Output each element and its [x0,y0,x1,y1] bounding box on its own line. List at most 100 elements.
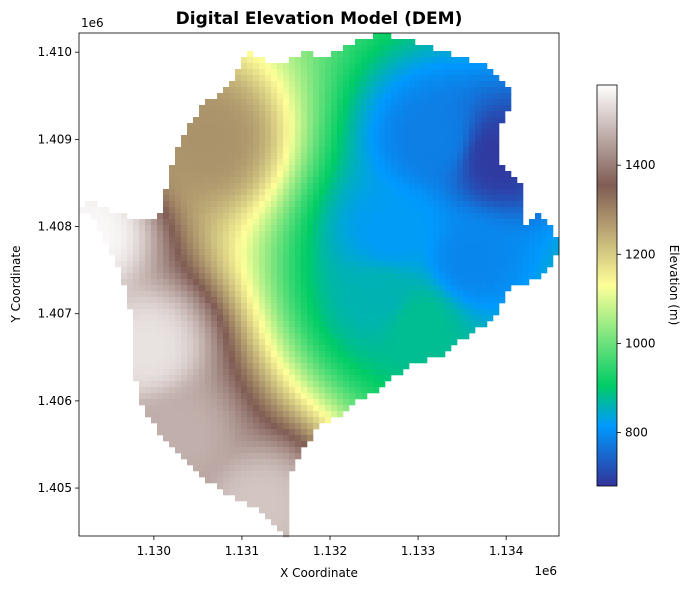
dem-cell [337,267,344,274]
dem-cell [139,225,146,232]
dem-cell [169,345,176,352]
dem-cell [439,147,446,154]
dem-cell [253,339,260,346]
dem-cell [157,417,164,424]
dem-cell [487,297,494,304]
dem-cell [229,345,236,352]
dem-cell [379,99,386,106]
dem-cell [277,255,284,262]
dem-cell [355,363,362,370]
dem-cell [217,351,224,358]
dem-cell [373,45,380,52]
dem-cell [421,285,428,292]
dem-cell [301,147,308,154]
dem-cell [427,201,434,208]
dem-cell [301,291,308,298]
dem-cell [277,303,284,310]
dem-cell [523,231,530,238]
dem-cell [499,201,506,208]
dem-cell [517,207,524,214]
dem-cell [337,357,344,364]
dem-cell [397,123,404,130]
dem-cell [235,351,242,358]
dem-cell [277,405,284,412]
dem-cell [337,117,344,124]
dem-cell [241,135,248,142]
dem-cell [283,519,290,526]
dem-cell [319,297,326,304]
dem-cell [289,387,296,394]
dem-cell [481,285,488,292]
dem-cell [343,165,350,172]
dem-cell [253,393,260,400]
dem-cell [223,141,230,148]
dem-cell [475,165,482,172]
dem-cell [217,369,224,376]
dem-cell [289,195,296,202]
dem-cell [475,219,482,226]
dem-cell [199,363,206,370]
dem-cell [271,267,278,274]
dem-cell [259,201,266,208]
dem-cell [523,249,530,256]
dem-cell [391,273,398,280]
dem-cell [229,363,236,370]
dem-cell [295,153,302,160]
dem-cell [265,423,272,430]
dem-cell [139,345,146,352]
dem-cell [271,387,278,394]
dem-cell [247,51,254,58]
dem-cell [451,309,458,316]
dem-cell [265,75,272,82]
dem-cell [229,87,236,94]
dem-cell [283,351,290,358]
dem-cell [361,99,368,106]
dem-cell [247,213,254,220]
dem-cell [265,165,272,172]
dem-cell [421,207,428,214]
dem-cell [247,207,254,214]
dem-cell [187,153,194,160]
dem-cell [283,135,290,142]
dem-cell [265,351,272,358]
dem-cell [133,267,140,274]
dem-cell [487,231,494,238]
dem-cell [193,189,200,196]
dem-cell [493,225,500,232]
dem-cell [277,81,284,88]
dem-cell [301,249,308,256]
dem-cell [397,213,404,220]
dem-cell [349,255,356,262]
dem-cell [331,345,338,352]
dem-cell [475,231,482,238]
dem-cell [295,219,302,226]
dem-cell [439,255,446,262]
dem-cell [391,315,398,322]
dem-cell [277,69,284,76]
dem-cell [445,147,452,154]
dem-cell [499,213,506,220]
dem-cell [229,261,236,268]
dem-cell [493,111,500,118]
dem-cell [199,105,206,112]
dem-cell [259,351,266,358]
dem-cell [325,351,332,358]
dem-cell [145,231,152,238]
dem-cell [271,135,278,142]
dem-cell [361,117,368,124]
dem-cell [319,381,326,388]
dem-cell [463,159,470,166]
dem-cell [145,363,152,370]
dem-cell [283,117,290,124]
dem-cell [439,285,446,292]
dem-cell [379,381,386,388]
dem-cell [457,117,464,124]
dem-cell [259,369,266,376]
dem-cell [241,81,248,88]
dem-cell [199,387,206,394]
dem-cell [139,333,146,340]
dem-cell [415,339,422,346]
dem-cell [145,333,152,340]
dem-cell [223,465,230,472]
